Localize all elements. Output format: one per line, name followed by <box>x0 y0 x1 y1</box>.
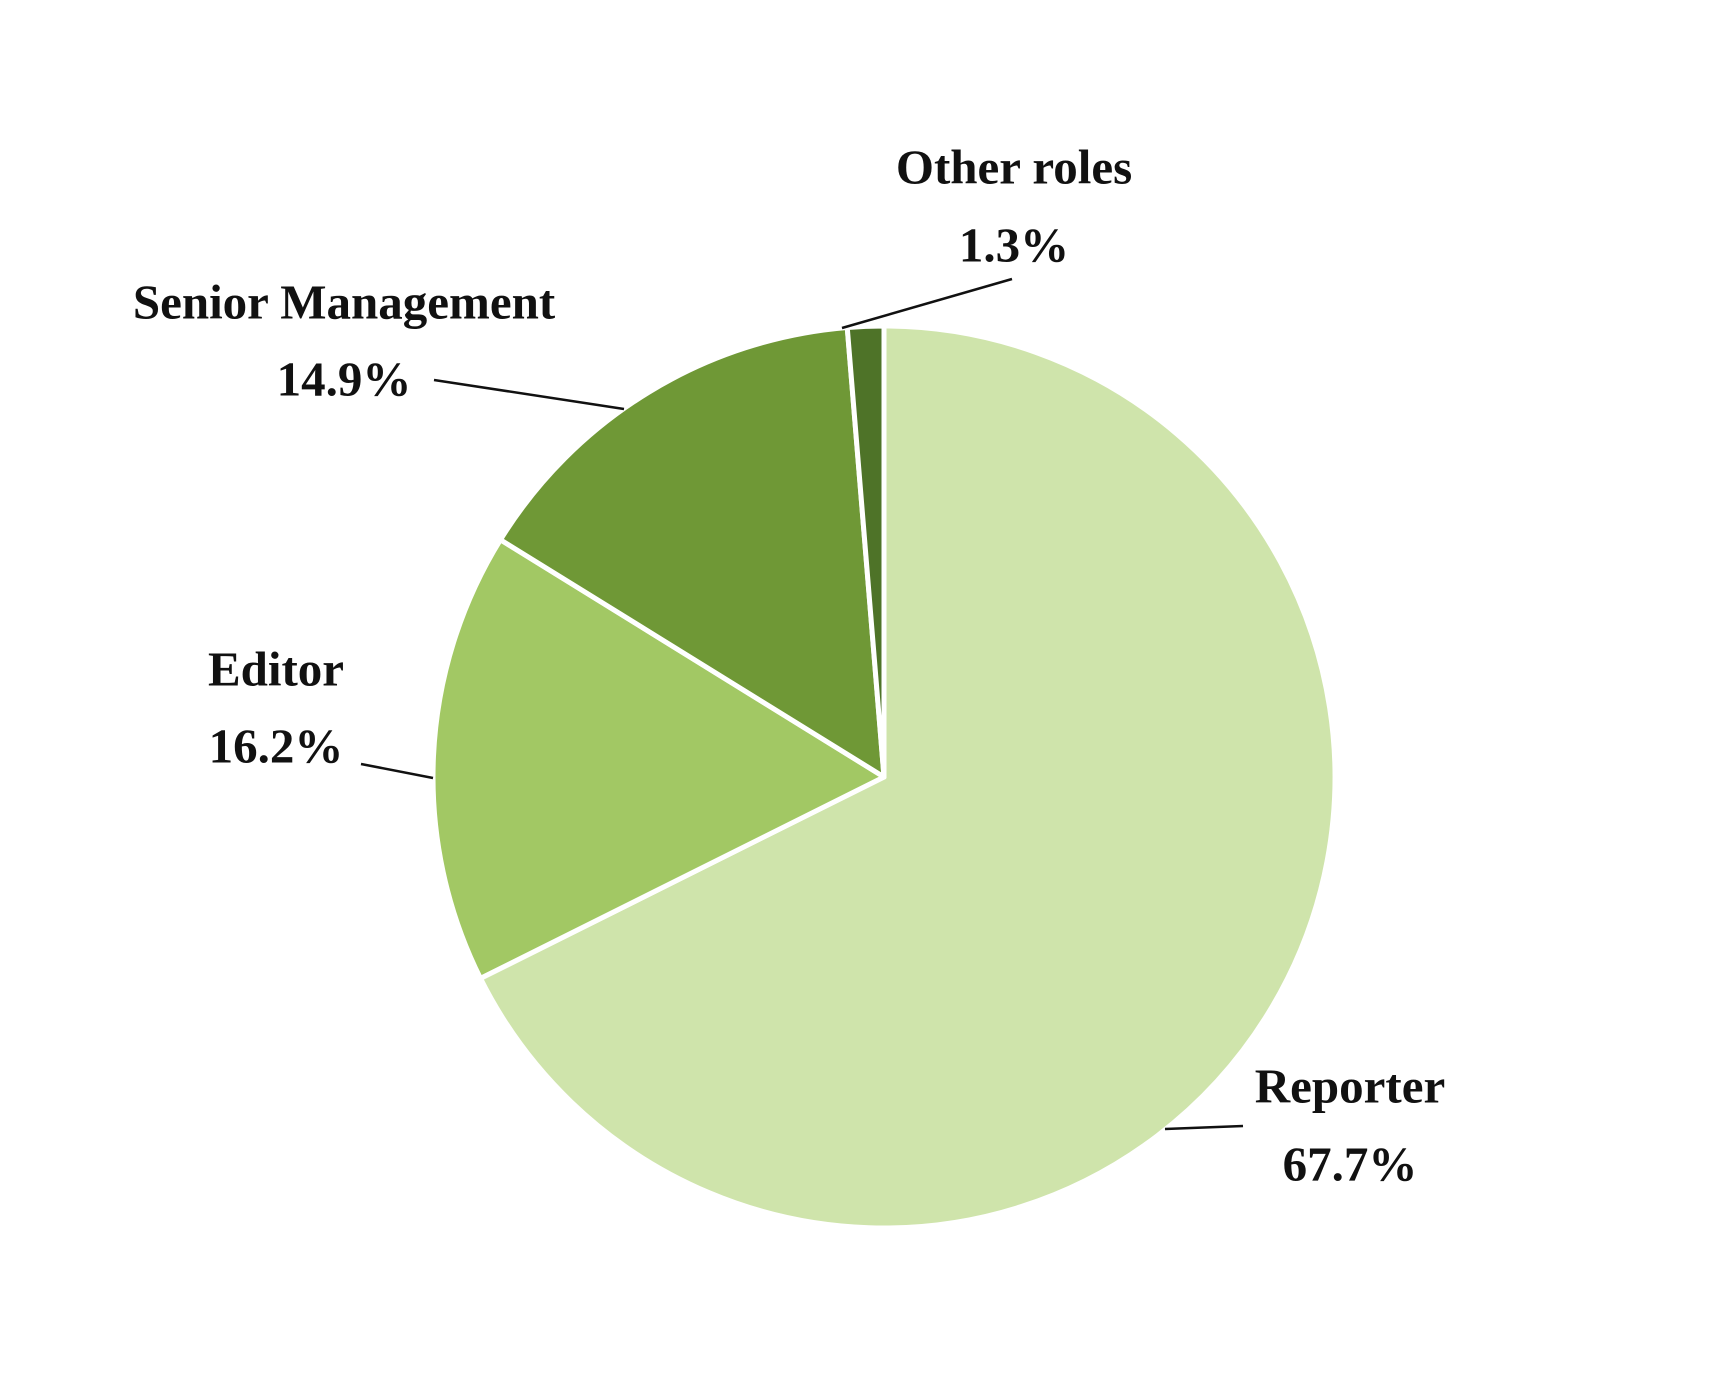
leader-line <box>433 378 625 411</box>
pie-slice <box>497 325 887 780</box>
value-label: 67.7% <box>1283 1136 1418 1191</box>
value-label: 1.3% <box>959 217 1069 272</box>
leader-line <box>360 762 434 780</box>
value-label: 16.2% <box>209 718 344 773</box>
pie <box>430 323 1338 1231</box>
leader-line <box>841 277 1013 330</box>
pie-slice <box>477 323 1338 1231</box>
slice-label: Reporter <box>1255 1058 1445 1113</box>
slice-label: Other roles <box>896 139 1132 194</box>
slice-label: Senior Management <box>133 274 556 329</box>
leader-line <box>1164 1124 1244 1131</box>
value-label: 14.9% <box>277 351 412 406</box>
slice-label: Editor <box>208 641 344 696</box>
pie-slice <box>430 537 887 981</box>
